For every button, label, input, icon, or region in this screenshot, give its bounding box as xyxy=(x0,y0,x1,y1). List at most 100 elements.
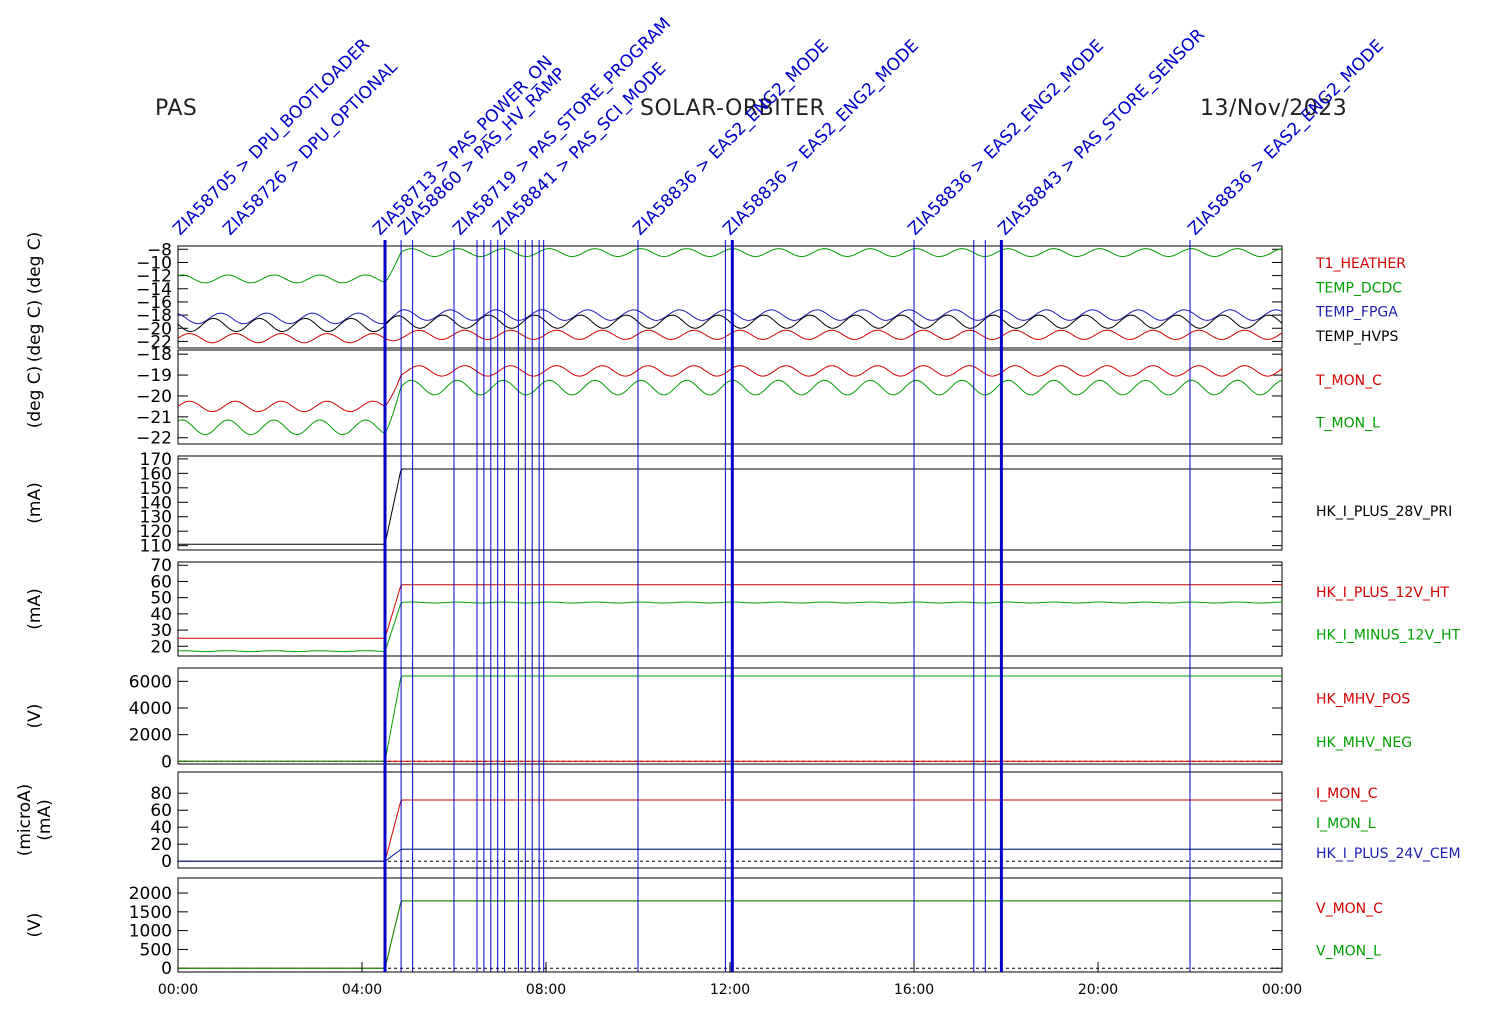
legend-entry: HK_I_PLUS_12V_HT xyxy=(1316,585,1449,601)
y-tick-label: −22 xyxy=(136,332,172,352)
series-line xyxy=(177,365,1283,413)
y-axis-label: (mA) xyxy=(35,799,55,840)
event-label: ZIA58705 > DPU_BOOTLOADER xyxy=(169,35,374,240)
y-tick-label: 70 xyxy=(150,556,172,576)
y-tick-label: −16 xyxy=(136,293,172,313)
legend-entry: HK_MHV_POS xyxy=(1316,692,1410,708)
y-axis-label: (mA) xyxy=(25,588,45,629)
y-axis-label: (deg C) xyxy=(25,366,45,429)
date-title: 13/Nov/2023 xyxy=(1200,96,1348,121)
series-line xyxy=(178,468,1282,545)
series-line xyxy=(178,900,1282,969)
y-axis-label: (V) xyxy=(25,913,45,938)
event-label: ZIA58836 > EAS2_ENG2_MODE xyxy=(904,36,1107,239)
legend-entry: I_MON_C xyxy=(1316,786,1378,802)
y-tick-label: −20 xyxy=(136,319,172,339)
y-tick-label: 2000 xyxy=(129,884,172,904)
panel-frame xyxy=(177,667,1283,765)
y-tick-label: 500 xyxy=(140,940,172,960)
y-tick-label: 40 xyxy=(150,605,172,625)
legend-entry: T_MON_C xyxy=(1315,373,1382,389)
y-tick-label: 140 xyxy=(140,493,172,513)
series-line xyxy=(178,799,1282,862)
series-line xyxy=(178,900,1282,969)
y-tick-label: 60 xyxy=(150,801,172,821)
panel-frame xyxy=(177,245,1283,349)
y-tick-label: −21 xyxy=(136,408,172,428)
legend-entry: HK_MHV_NEG xyxy=(1316,735,1412,751)
x-tick-label: 12:00 xyxy=(710,982,750,998)
y-tick-label: −14 xyxy=(136,280,172,300)
y-tick-label: 1000 xyxy=(129,922,172,942)
y-tick-label: 50 xyxy=(150,589,172,609)
y-tick-label: 6000 xyxy=(129,672,172,692)
series-line xyxy=(177,248,1283,284)
x-tick-label: 08:00 xyxy=(526,982,566,998)
legend-entry: HK_I_PLUS_24V_CEM xyxy=(1316,846,1461,862)
y-tick-label: 120 xyxy=(140,522,172,542)
legend-entry: V_MON_L xyxy=(1316,944,1381,960)
panel-frame xyxy=(177,349,1283,445)
y-tick-label: 40 xyxy=(150,818,172,838)
series-line xyxy=(177,309,1283,325)
legend-entry: TEMP_HVPS xyxy=(1315,329,1398,345)
y-tick-label: 170 xyxy=(140,450,172,470)
series-line xyxy=(178,601,1283,653)
y-tick-label: −18 xyxy=(136,306,172,326)
y-tick-label: 80 xyxy=(150,784,172,804)
legend-entry: HK_I_PLUS_28V_PRI xyxy=(1316,504,1452,520)
x-tick-label: 00:00 xyxy=(1262,982,1302,998)
y-tick-label: 60 xyxy=(150,572,172,592)
y-axis-label: (deg C) (deg C) xyxy=(25,232,45,363)
y-tick-label: −20 xyxy=(136,387,172,407)
panel-frame xyxy=(177,561,1283,657)
legend-entry: V_MON_C xyxy=(1316,901,1383,917)
x-tick-label: 04:00 xyxy=(342,982,382,998)
legend-entry: TEMP_DCDC xyxy=(1315,280,1402,296)
y-tick-label: 110 xyxy=(140,537,172,557)
legend-entry: HK_I_MINUS_12V_HT xyxy=(1316,628,1461,644)
event-label: ZIA58836 > EAS2_ENG2_MODE xyxy=(719,36,922,239)
y-tick-label: −10 xyxy=(136,253,172,273)
y-axis-label: (microA) xyxy=(15,784,35,857)
legend-entry: T_MON_L xyxy=(1315,416,1380,432)
x-tick-label: 16:00 xyxy=(894,982,934,998)
instrument-title: PAS xyxy=(155,96,198,121)
y-tick-label: 0 xyxy=(161,852,172,872)
series-line xyxy=(177,379,1283,436)
y-tick-label: 0 xyxy=(161,959,172,979)
y-tick-label: 20 xyxy=(150,835,172,855)
y-tick-label: 0 xyxy=(161,752,172,772)
y-tick-label: 30 xyxy=(150,621,172,641)
y-tick-label: 150 xyxy=(140,479,172,499)
event-label: ZIA58836 > EAS2_ENG2_MODE xyxy=(1184,36,1387,239)
series-line xyxy=(177,329,1283,344)
y-tick-label: 4000 xyxy=(129,699,172,719)
y-tick-label: 1500 xyxy=(129,903,172,923)
panel-frame xyxy=(177,877,1283,973)
y-tick-label: −19 xyxy=(136,366,172,386)
y-tick-label: 130 xyxy=(140,508,172,528)
y-tick-label: −18 xyxy=(136,345,172,365)
legend-entry: I_MON_L xyxy=(1316,816,1376,832)
legend-entry: TEMP_FPGA xyxy=(1315,305,1398,321)
series-line xyxy=(178,675,1282,762)
event-label: ZIA58843 > PAS_STORE_SENSOR xyxy=(994,25,1209,240)
series-line xyxy=(178,848,1282,862)
y-tick-label: 160 xyxy=(140,464,172,484)
y-tick-label: 2000 xyxy=(129,726,172,746)
x-tick-label: 00:00 xyxy=(158,982,198,998)
y-tick-label: −22 xyxy=(136,429,172,449)
series-line xyxy=(178,584,1282,639)
x-tick-label: 20:00 xyxy=(1078,982,1118,998)
series-line xyxy=(177,314,1283,333)
panel-frame xyxy=(177,455,1283,551)
y-tick-label: −12 xyxy=(136,267,172,287)
mission-title: SOLAR-ORBITER xyxy=(640,96,826,121)
legend-entry: T1_HEATHER xyxy=(1315,256,1406,272)
series-line xyxy=(178,848,1282,862)
y-tick-label: −8 xyxy=(147,240,172,260)
panel-frame xyxy=(177,771,1283,869)
